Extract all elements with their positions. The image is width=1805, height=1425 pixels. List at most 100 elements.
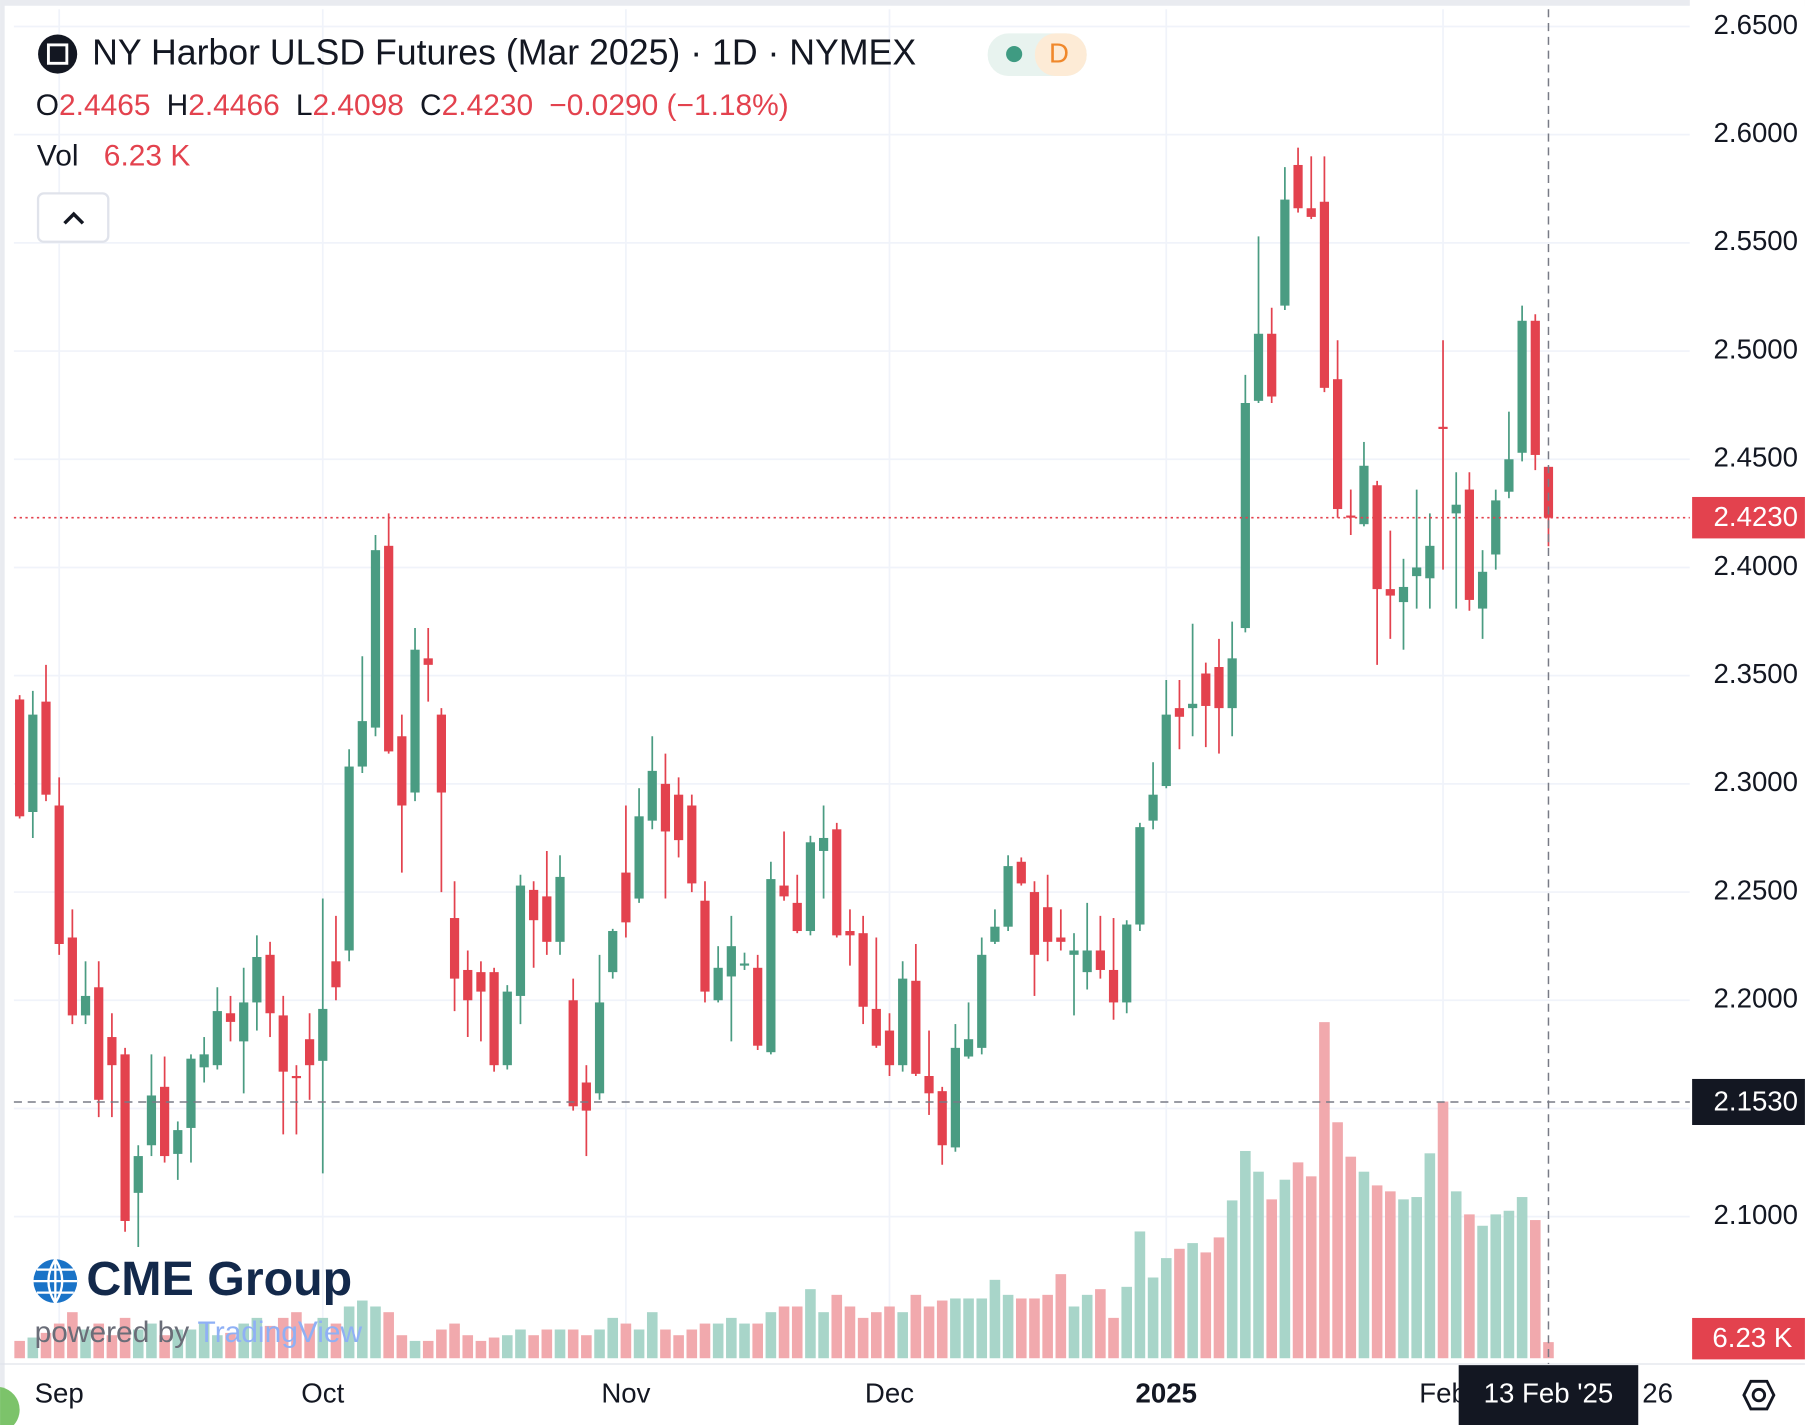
candle-body bbox=[660, 783, 671, 832]
volume-bar bbox=[1266, 1199, 1277, 1359]
candle-body bbox=[608, 931, 618, 973]
volume-bar bbox=[1503, 1210, 1515, 1359]
candle-body bbox=[15, 699, 25, 817]
volume-bar bbox=[567, 1329, 579, 1359]
candle-body bbox=[1491, 500, 1501, 555]
candle-body bbox=[1214, 667, 1224, 709]
candle-body bbox=[950, 1047, 960, 1148]
volume-bar bbox=[449, 1323, 460, 1359]
volume-bar bbox=[422, 1340, 434, 1359]
candle-body bbox=[1425, 545, 1435, 579]
candle-body bbox=[384, 545, 394, 752]
volume-bar bbox=[765, 1312, 777, 1359]
volume-bar bbox=[1358, 1171, 1370, 1359]
volume-bar bbox=[119, 1317, 131, 1359]
volume-bar bbox=[1450, 1191, 1462, 1359]
volume-bar bbox=[1174, 1248, 1185, 1359]
candle-body bbox=[555, 876, 565, 942]
candle-body bbox=[1056, 937, 1066, 942]
volume-bar bbox=[963, 1298, 974, 1359]
candle-body bbox=[146, 1095, 157, 1146]
candle-body bbox=[1069, 950, 1079, 955]
candle-body bbox=[937, 1091, 947, 1146]
candle-body bbox=[700, 900, 710, 992]
volume-bar bbox=[67, 1312, 78, 1359]
candle-body bbox=[634, 816, 644, 899]
volume-legend: Vol 6.23 K bbox=[37, 140, 190, 173]
ohlc-legend: O2.4465 H2.4466 L2.4098 C2.4230 −0.0290 (−1.… bbox=[36, 89, 789, 122]
y-tick-label: 2.6500 bbox=[1714, 9, 1798, 40]
candle-body bbox=[28, 714, 38, 812]
y-tick-label: 2.2000 bbox=[1714, 983, 1798, 1014]
candle-body bbox=[1464, 489, 1474, 600]
candle-body bbox=[1108, 969, 1119, 1003]
watermark: CME Group powered by TradingView bbox=[33, 1252, 363, 1349]
candle-body bbox=[1306, 208, 1316, 217]
candle-body bbox=[278, 1015, 288, 1072]
powered-by-text: powered by bbox=[35, 1316, 190, 1349]
volume-bar bbox=[989, 1279, 1001, 1359]
volume-bar bbox=[1226, 1200, 1238, 1359]
candle-body bbox=[1438, 426, 1448, 429]
symbol-icon-glyph bbox=[46, 43, 69, 65]
candle-body bbox=[94, 987, 104, 1100]
candle-body bbox=[858, 933, 868, 1007]
volume-bar bbox=[304, 1323, 315, 1359]
volume-bar bbox=[778, 1306, 790, 1359]
candle-body bbox=[502, 991, 512, 1066]
interval-badge-right bbox=[1034, 33, 1087, 76]
volume-bar bbox=[501, 1335, 513, 1359]
volume-bar bbox=[673, 1335, 684, 1359]
volume-bar bbox=[1187, 1243, 1198, 1359]
volume-bar bbox=[554, 1329, 566, 1359]
candle-body bbox=[832, 829, 842, 936]
volume-bar bbox=[277, 1317, 289, 1359]
candle-body bbox=[225, 1013, 236, 1022]
settings-button[interactable] bbox=[1742, 1379, 1776, 1411]
volume-bar bbox=[80, 1329, 91, 1359]
volume-bar bbox=[1042, 1294, 1053, 1359]
logo-text: CME Group bbox=[86, 1252, 352, 1306]
volume-bar bbox=[370, 1306, 381, 1359]
candle-body bbox=[239, 1002, 249, 1042]
x-tick-label: Oct bbox=[301, 1377, 344, 1408]
top-border bbox=[0, 0, 1805, 6]
candle-body bbox=[1517, 320, 1527, 453]
volume-bar bbox=[871, 1312, 882, 1359]
candle-body bbox=[753, 967, 763, 1046]
volume-bar bbox=[1477, 1225, 1488, 1359]
y-tick-label: 2.4500 bbox=[1714, 442, 1798, 473]
volume-bar bbox=[1068, 1306, 1080, 1359]
candle-body bbox=[924, 1076, 934, 1094]
volume-bar bbox=[1292, 1162, 1304, 1359]
volume-bar bbox=[620, 1323, 632, 1359]
volume-bar bbox=[146, 1323, 157, 1359]
candle-body bbox=[344, 766, 354, 951]
volume-bar bbox=[172, 1329, 184, 1359]
candle-body bbox=[67, 937, 77, 1016]
candle-body bbox=[1451, 504, 1461, 514]
volume-bar bbox=[1160, 1258, 1172, 1359]
candle-body bbox=[515, 885, 526, 996]
candle-body bbox=[186, 1058, 196, 1128]
volume-bar bbox=[238, 1323, 249, 1359]
axis-layer: 2.10002.15002.20002.25002.30002.35002.40… bbox=[35, 9, 1798, 1409]
candle-body bbox=[133, 1156, 143, 1193]
collapse-button[interactable] bbox=[36, 192, 110, 243]
volume-value: 6.23 K bbox=[104, 140, 191, 173]
candle-body bbox=[1543, 466, 1554, 518]
candle-body bbox=[397, 736, 407, 806]
x-tick-label: 2025 bbox=[1136, 1377, 1197, 1408]
symbol-icon bbox=[38, 34, 78, 74]
candle-body bbox=[1122, 924, 1132, 1003]
y-tick-label: 2.5000 bbox=[1714, 333, 1798, 364]
volume-bar bbox=[1490, 1214, 1502, 1359]
chart-title: NY Harbor ULSD Futures (Mar 2025) · 1D ·… bbox=[92, 33, 916, 73]
volume-bar bbox=[594, 1329, 605, 1359]
candle-body bbox=[1412, 567, 1422, 577]
ohlc-value: 2.4230 bbox=[442, 89, 533, 122]
x-tick-label: 26 bbox=[1642, 1377, 1673, 1408]
